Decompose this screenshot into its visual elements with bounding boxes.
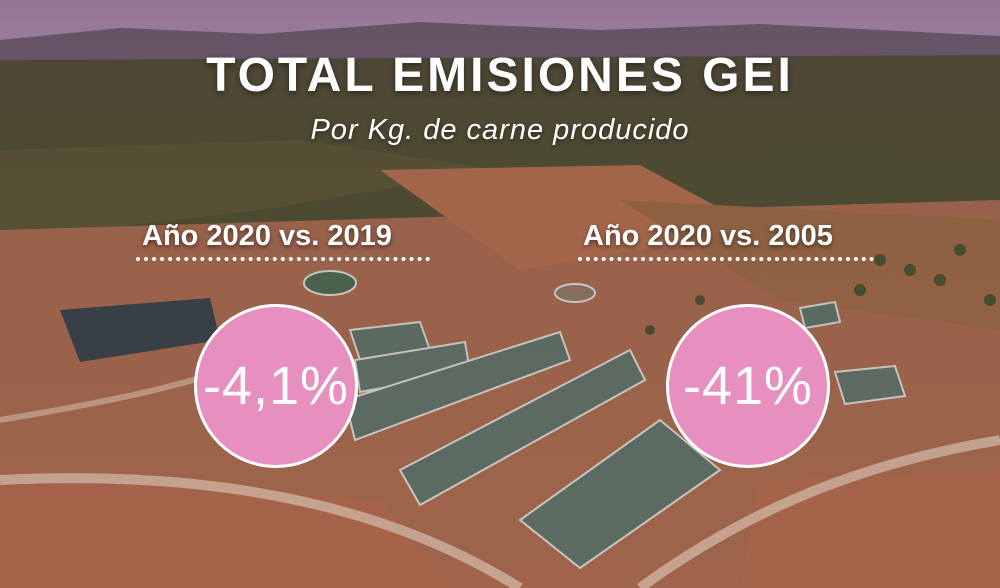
dotted-divider-right xyxy=(578,257,874,261)
value-badge-2019: -4,1% xyxy=(194,304,358,468)
page-title: TOTAL EMISIONES GEI xyxy=(206,49,794,102)
value-text-2019: -4,1% xyxy=(202,356,350,416)
comparison-label-2005: Año 2020 vs. 2005 xyxy=(583,220,833,252)
comparison-label-2019: Año 2020 vs. 2019 xyxy=(142,220,392,252)
value-badge-2005: -41% xyxy=(666,304,830,468)
page-subtitle: Por Kg. de carne producido xyxy=(310,114,690,146)
dotted-divider-left xyxy=(136,257,430,261)
value-text-2005: -41% xyxy=(682,356,814,416)
